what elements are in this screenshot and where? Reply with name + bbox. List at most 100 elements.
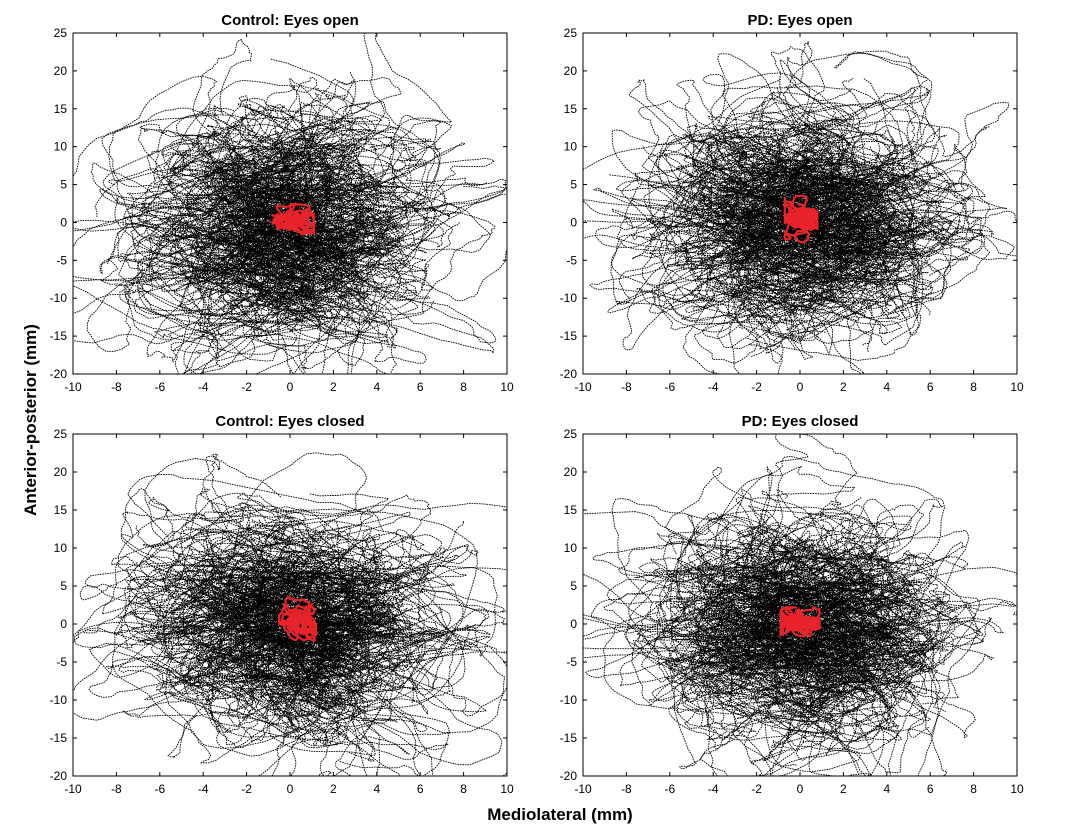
sway-trace — [679, 53, 874, 307]
sway-trace — [635, 167, 914, 260]
sway-trace — [731, 515, 912, 642]
sway-trace — [747, 600, 921, 659]
sway-trace — [90, 143, 429, 237]
x-tick-label: 2 — [330, 380, 337, 394]
sway-trace — [690, 210, 935, 300]
y-tick-label: 20 — [564, 64, 578, 78]
sway-trace — [658, 180, 920, 361]
sway-trace — [714, 639, 903, 776]
sway-trace — [713, 145, 1008, 268]
sway-trace — [210, 566, 498, 700]
sway-trace — [649, 557, 935, 695]
y-tick-label: 15 — [564, 503, 578, 517]
sway-trace — [73, 552, 455, 673]
x-tick-label: 8 — [460, 782, 467, 796]
sway-trace — [200, 152, 428, 308]
sway-trace — [670, 498, 966, 670]
sway-trace — [198, 524, 340, 611]
sway-trace — [730, 557, 899, 776]
sway-trace — [175, 557, 372, 647]
x-tick-label: 10 — [1010, 380, 1024, 394]
sway-trace — [747, 131, 1017, 257]
x-tick-label: 8 — [970, 380, 977, 394]
sway-trace — [118, 531, 333, 686]
sway-trace — [654, 522, 933, 687]
sway-trace — [184, 537, 427, 630]
x-tick-label: -10 — [574, 380, 592, 394]
sway-trace — [119, 105, 507, 312]
sway-trace — [84, 569, 296, 652]
sway-trace — [231, 643, 503, 766]
sway-trace — [732, 564, 977, 717]
sway-trace — [699, 594, 842, 700]
sway-trace — [154, 164, 398, 348]
sway-trace — [641, 150, 839, 302]
sway-trace — [687, 112, 834, 297]
sway-trace — [611, 187, 935, 310]
sway-trace — [761, 91, 869, 199]
y-tick-label: 20 — [564, 465, 578, 479]
x-tick-label: 6 — [417, 380, 424, 394]
x-tick-label: -2 — [241, 782, 252, 796]
y-tick-label: -20 — [50, 367, 68, 381]
sway-trace — [694, 621, 995, 718]
x-tick-label: 0 — [287, 782, 294, 796]
sway-trace — [227, 507, 384, 679]
sway-trace — [629, 79, 866, 296]
sway-trace — [696, 87, 916, 210]
sway-trace — [202, 156, 372, 238]
sway-trace — [73, 502, 478, 720]
y-tick-label: -20 — [50, 769, 68, 783]
x-tick-label: 10 — [500, 380, 514, 394]
sway-trace — [634, 566, 922, 615]
sway-trace-highlight — [779, 606, 821, 638]
sway-trace — [108, 168, 361, 313]
sway-trace — [665, 556, 941, 723]
sway-trace — [659, 570, 866, 724]
sway-trace — [719, 154, 969, 299]
sway-trace — [682, 558, 916, 776]
x-tick-label: 0 — [797, 380, 804, 394]
sway-trace — [620, 159, 981, 257]
sway-trace — [635, 539, 801, 637]
y-tick-label: 10 — [54, 541, 68, 555]
sway-trace — [691, 169, 859, 265]
x-tick-label: -8 — [621, 380, 632, 394]
sway-trace — [746, 227, 834, 356]
sway-trace — [717, 101, 915, 300]
sway-trace — [213, 570, 430, 665]
sway-trace — [618, 204, 954, 300]
sway-trace — [730, 542, 943, 681]
sway-trace — [282, 579, 398, 747]
y-tick-label: -20 — [560, 367, 578, 381]
sway-trace — [194, 533, 474, 743]
sway-trace — [115, 236, 417, 334]
sway-trace — [228, 568, 325, 725]
sway-trace — [759, 512, 1005, 665]
y-tick-label: 20 — [54, 64, 68, 78]
sway-trace — [704, 567, 1017, 729]
sway-trace — [671, 591, 925, 727]
sway-trace — [190, 488, 402, 669]
chart-panel: PD: Eyes closed-10 -8 -6 -4 -2 0 2 4 6 8 10-20-15-… — [560, 413, 1024, 796]
sway-trace — [252, 237, 366, 367]
sway-trace — [173, 144, 494, 359]
sway-trace — [182, 631, 376, 756]
y-tick-label: -10 — [50, 291, 68, 305]
sway-trace — [693, 563, 842, 723]
sway-trace — [756, 661, 892, 743]
sway-trace — [232, 101, 371, 245]
x-tick-label: -10 — [574, 782, 592, 796]
y-tick-label: -10 — [560, 693, 578, 707]
sway-trace — [692, 138, 797, 324]
sway-trace — [765, 193, 903, 334]
sway-trace — [144, 154, 497, 347]
sway-trace — [671, 598, 897, 730]
sway-trace — [607, 202, 867, 314]
sway-trace — [123, 92, 407, 341]
sway-trace — [619, 575, 897, 735]
sway-trace — [834, 643, 939, 709]
sway-trace — [642, 127, 947, 253]
y-tick-label: -5 — [566, 655, 577, 669]
sway-trace — [662, 180, 961, 325]
